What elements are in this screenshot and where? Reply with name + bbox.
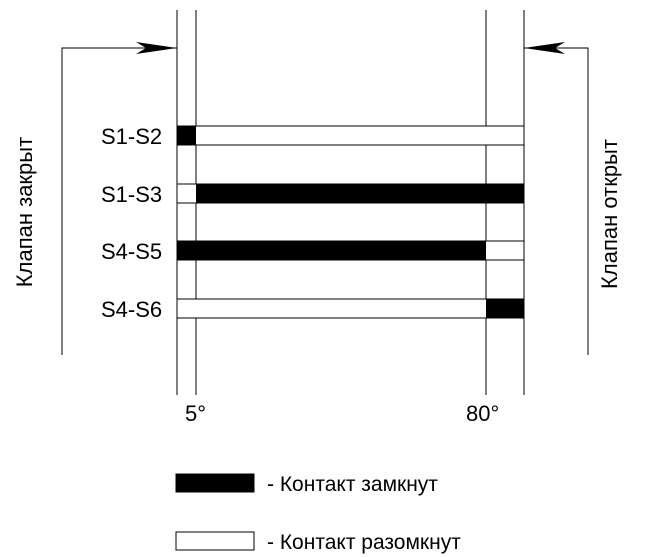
row-label: S1-S2: [101, 124, 162, 149]
legend-open-swatch: [175, 531, 255, 551]
open-direction-arrow: [524, 42, 589, 355]
legend-open-label: - Контакт разомкнут: [267, 531, 461, 554]
contact-row-outline: [176, 125, 525, 146]
close-direction-arrow: [61, 42, 177, 355]
row-label: S4-S5: [101, 239, 162, 264]
legend-closed-swatch: [175, 473, 255, 493]
contact-closed-bar: [177, 241, 486, 260]
angle-marker-label: 5°: [185, 401, 206, 426]
right-side-label: Клапан открыт: [597, 139, 622, 289]
row-label: S1-S3: [101, 182, 162, 207]
angle-marker-label: 80°: [466, 401, 499, 426]
row-label: S4-S6: [101, 297, 162, 322]
left-side-label: Клапан закрыт: [12, 137, 37, 287]
contact-row-outline: [176, 298, 525, 319]
contact-closed-bar: [177, 126, 196, 145]
contact-closed-bar: [196, 184, 524, 203]
contact-closed-bar: [486, 299, 524, 318]
contact-bars: [176, 125, 525, 319]
legend-closed-label: - Контакт замкнут: [267, 473, 438, 496]
